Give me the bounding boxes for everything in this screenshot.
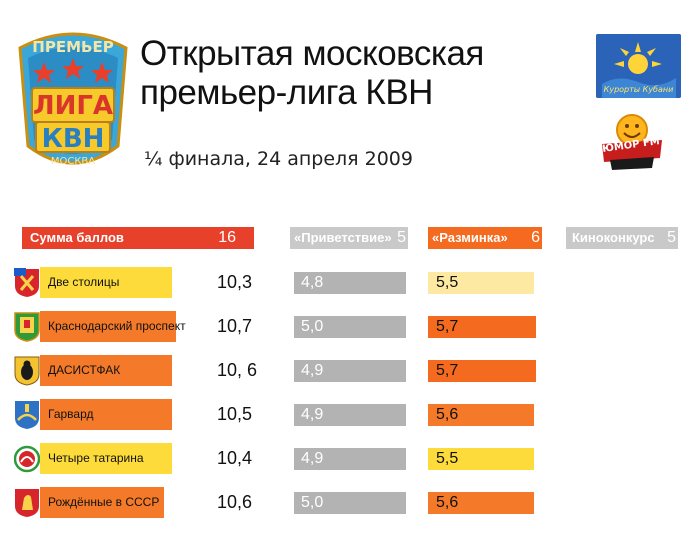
- header-greeting-max: 5: [397, 229, 406, 246]
- table-row: Две столицы 10,3 4,8 5,5: [0, 264, 700, 300]
- team-total: 10, 6: [217, 360, 258, 380]
- header-film-label: Киноконкурс: [572, 230, 655, 245]
- page-title: Открытая московская премьер-лига КВН: [140, 34, 580, 112]
- table-row: Гарвард 10,5 4,9 5,6: [0, 396, 700, 432]
- team-warmup: 5,6: [436, 494, 459, 511]
- team-warmup: 5,6: [436, 406, 459, 423]
- svg-text:ПРЕМЬЕР: ПРЕМЬЕР: [32, 38, 113, 56]
- team-total: 10,7: [217, 316, 253, 336]
- team-warmup: 5,5: [436, 274, 459, 291]
- table-row: Краснодарский проспект 10,7 5,0 5,7: [0, 308, 700, 344]
- team-greeting: 5,0: [301, 494, 324, 511]
- header-total: Сумма баллов 16: [22, 227, 254, 249]
- team-warmup: 5,7: [436, 362, 459, 379]
- header-film: Киноконкурс 5: [566, 227, 678, 249]
- table-row: Рождённые в СССР 10,6 5,0 5,6: [0, 484, 700, 520]
- title-line-1: Открытая московская: [140, 34, 484, 73]
- header-film-max: 5: [667, 229, 676, 246]
- team-name: Четыре татарина: [48, 451, 144, 465]
- header-total-max: 16: [218, 229, 236, 246]
- svg-text:ЛИГА: ЛИГА: [33, 91, 113, 121]
- team-greeting: 4,9: [301, 450, 324, 467]
- team-greeting: 4,9: [301, 362, 324, 379]
- header-warmup-label: «Разминка»: [432, 230, 508, 245]
- tatarstan-crest-icon: [14, 445, 40, 473]
- team-name: Две столицы: [48, 275, 120, 289]
- header-total-label: Сумма баллов: [30, 230, 124, 245]
- smiley-icon: [602, 114, 662, 170]
- team-total: 10,6: [217, 492, 253, 512]
- harvard-crest-icon: [15, 401, 39, 429]
- team-total: 10,5: [217, 404, 253, 424]
- krasnodar-crest-icon: [14, 312, 40, 342]
- team-warmup: 5,7: [436, 318, 459, 335]
- header-greeting-label: «Приветствие»: [294, 230, 392, 245]
- team-greeting: 5,0: [301, 318, 324, 335]
- team-name: ДАСИСТФАК: [48, 363, 121, 377]
- page-subtitle: ¼ финала, 24 апреля 2009: [144, 148, 413, 170]
- svg-text:КВН: КВН: [42, 124, 105, 154]
- header-warmup: «Разминка» 6: [428, 227, 542, 249]
- table-row: Четыре татарина 10,4 4,9 5,5: [0, 440, 700, 476]
- header-greeting: «Приветствие» 5: [290, 227, 408, 249]
- team-greeting: 4,8: [301, 274, 324, 291]
- team-name: Рождённые в СССР: [48, 495, 160, 509]
- team-total: 10,3: [217, 272, 253, 292]
- saint-petersburg-crest-icon: [14, 268, 39, 297]
- title-line-2: премьер-лига КВН: [140, 73, 433, 112]
- humor-fm-logo: ЮМОР FM: [598, 110, 666, 172]
- sponsor1-caption: Курорты Кубани: [603, 85, 674, 94]
- team-warmup: 5,5: [436, 450, 459, 467]
- team-name: Краснодарский проспект: [48, 319, 186, 333]
- team-name: Гарвард: [48, 407, 94, 421]
- svg-text:МОСКВА: МОСКВА: [51, 156, 95, 167]
- sun-icon: [596, 34, 681, 98]
- team-greeting: 4,9: [301, 406, 324, 423]
- krasnoyarsk-lion-crest-icon: [15, 489, 39, 517]
- header-warmup-max: 6: [531, 229, 540, 246]
- kurorty-kubani-logo: Курорты Кубани: [596, 34, 681, 98]
- premier-league-kvn-logo: ПРЕМЬЕР ЛИГА КВН МОСКВА: [18, 32, 128, 167]
- team-total: 10,4: [217, 448, 253, 468]
- yaroslavl-bear-crest-icon: [14, 356, 40, 386]
- table-row: ДАСИСТФАК 10, 6 4,9 5,7: [0, 352, 700, 388]
